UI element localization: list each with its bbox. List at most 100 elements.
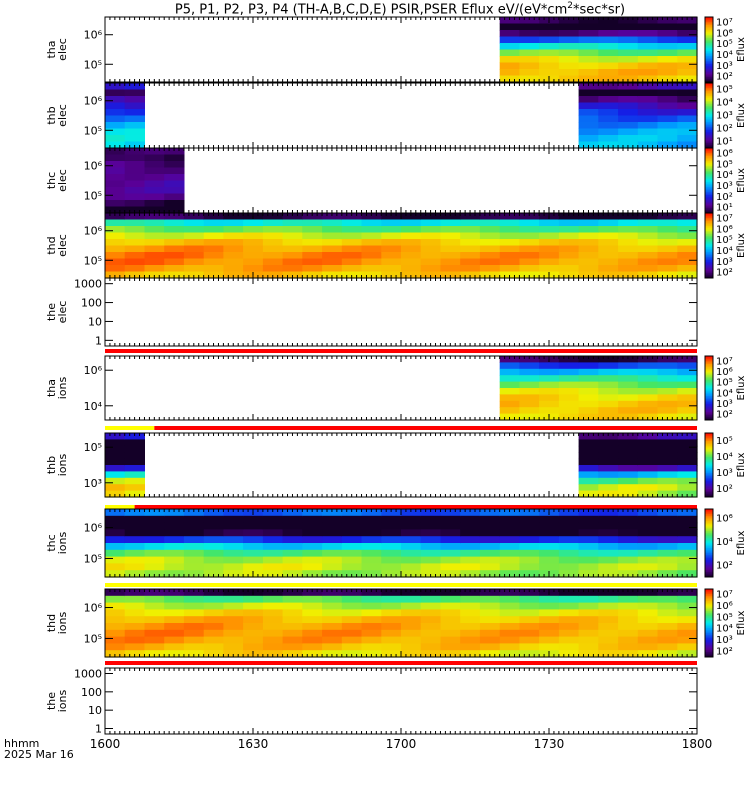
heatmap-cell xyxy=(499,556,520,564)
heatmap-cell xyxy=(381,213,402,221)
heatmap-cell xyxy=(479,589,501,597)
heatmap-cell xyxy=(618,484,639,492)
heatmap-cell xyxy=(361,515,382,524)
heatmap-cell xyxy=(519,400,540,408)
heatmap-cell xyxy=(164,232,185,240)
heatmap-cell xyxy=(578,563,599,571)
heatmap-cell xyxy=(598,543,619,551)
colorbar-tick-label: 10⁶ xyxy=(716,28,733,39)
heatmap-cell xyxy=(578,17,599,25)
heatmap-cell xyxy=(677,433,698,440)
colorbar-cell xyxy=(705,23,713,26)
heatmap-cell xyxy=(637,458,659,466)
colorbar-cell xyxy=(705,260,713,263)
heatmap-cell xyxy=(657,471,678,479)
heatmap-cell xyxy=(203,522,224,530)
heatmap-cell xyxy=(144,522,165,530)
heatmap-cell xyxy=(558,616,580,624)
colorbar-cell xyxy=(705,240,713,243)
heatmap-cell xyxy=(598,570,619,578)
heatmap-cell xyxy=(282,536,303,544)
heatmap-cell xyxy=(105,650,126,658)
colorbar-cell xyxy=(705,482,713,485)
heatmap-cell xyxy=(341,509,363,517)
heatmap-cell xyxy=(183,556,205,564)
heatmap-cell xyxy=(598,258,619,266)
heatmap-cell xyxy=(558,529,580,537)
heatmap-cell xyxy=(519,239,540,247)
heatmap-cell xyxy=(598,69,619,77)
heatmap-cell xyxy=(420,258,441,266)
heatmap-cell xyxy=(637,102,659,110)
heatmap-cell xyxy=(657,362,678,370)
heatmap-cell xyxy=(637,258,659,266)
heatmap-cell xyxy=(302,650,323,658)
colorbar-cell xyxy=(705,367,713,370)
heatmap-cell xyxy=(302,536,323,544)
heatmap-cell xyxy=(440,636,461,644)
heatmap-cell xyxy=(164,193,185,201)
colorbar-cell xyxy=(705,573,713,576)
heatmap-cell xyxy=(598,49,619,57)
heatmap-cell xyxy=(124,636,145,644)
heatmap-cell xyxy=(420,549,441,558)
heatmap-cell xyxy=(302,265,323,273)
heatmap-cell xyxy=(460,650,481,658)
colorbar-cell xyxy=(705,31,713,34)
colorbar-frame xyxy=(704,588,714,658)
heatmap-cell xyxy=(302,529,323,537)
heatmap-cell xyxy=(677,102,698,110)
heatmap-cell xyxy=(539,643,560,651)
heatmap-cell xyxy=(105,167,126,175)
panel-label: thcions xyxy=(45,531,69,554)
colorbar-cell xyxy=(705,549,713,552)
colorbar-cell xyxy=(705,365,713,368)
heatmap-cell xyxy=(361,609,382,617)
colorbar-cell xyxy=(705,203,713,206)
colorbar-cell xyxy=(705,216,713,219)
heatmap-cell xyxy=(499,563,520,571)
colorbar-cell xyxy=(705,243,713,246)
heatmap-cell xyxy=(302,543,323,551)
heatmap-cell xyxy=(302,252,323,260)
heatmap-cell xyxy=(578,232,599,240)
colorbar-cell xyxy=(705,380,713,383)
heatmap-cell xyxy=(637,239,659,247)
heatmap-cell xyxy=(282,616,303,624)
heatmap-cell xyxy=(460,549,481,558)
heatmap-cell xyxy=(677,629,698,638)
heatmap-cell xyxy=(420,522,441,530)
heatmap-cell xyxy=(499,226,520,234)
heatmap-cell xyxy=(578,368,599,376)
heatmap-cell xyxy=(124,265,145,273)
heatmap-cell xyxy=(677,522,698,530)
heatmap-cell xyxy=(341,239,363,247)
heatmap-cell xyxy=(262,595,284,604)
colorbar-cell xyxy=(705,388,713,391)
heatmap-cell xyxy=(558,356,580,363)
heatmap-cell xyxy=(558,56,580,64)
heatmap-cell xyxy=(519,362,540,370)
heatmap-cell xyxy=(479,509,501,517)
heatmap-cell xyxy=(499,265,520,273)
colorbar-cell xyxy=(705,255,713,258)
heatmap-cell xyxy=(164,595,185,604)
heatmap-cell xyxy=(420,509,441,517)
chart-title-superscript: 2 xyxy=(567,1,573,11)
colorbar-cell xyxy=(705,182,713,185)
heatmap-cell xyxy=(361,265,382,273)
colorbar-cell xyxy=(705,436,713,439)
heatmap-cell xyxy=(262,549,284,558)
heatmap-cell xyxy=(322,265,343,273)
heatmap-cell xyxy=(479,258,501,266)
heatmap-cell xyxy=(677,69,698,77)
heatmap-cell xyxy=(479,515,501,524)
colorbar-cell xyxy=(705,110,713,113)
heatmap-cell xyxy=(105,115,126,123)
heatmap-cell xyxy=(401,529,422,537)
heatmap-cell xyxy=(578,458,599,466)
colorbar-cell xyxy=(705,527,713,530)
colorbar-tick-label: 10⁵ xyxy=(716,159,733,170)
heatmap-cell xyxy=(657,375,678,383)
colorbar-cell xyxy=(705,493,713,496)
